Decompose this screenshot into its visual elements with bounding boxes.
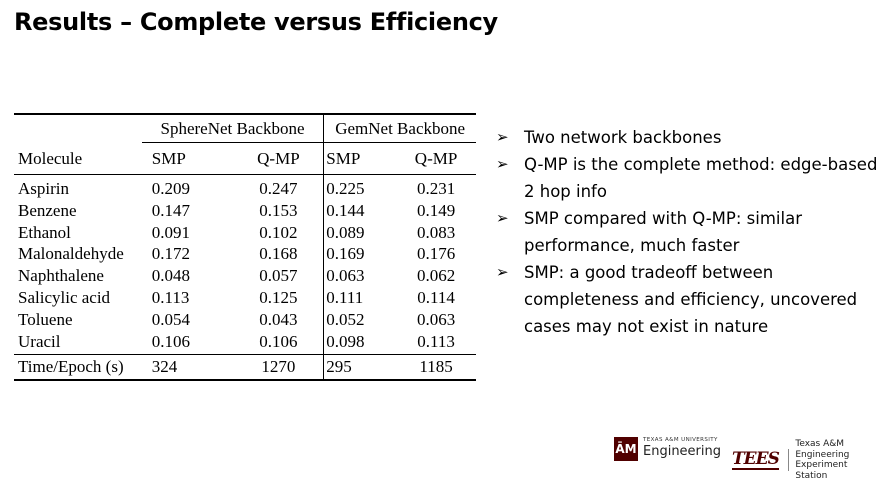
cell-value: 295 xyxy=(323,354,397,380)
time-per-epoch-row: Time/Epoch (s) 324 1270 295 1185 xyxy=(14,354,476,380)
tees-name-line2: Experiment Station xyxy=(795,460,848,481)
tees-logo: TEES Texas A&M Engineering Experiment St… xyxy=(732,439,850,481)
cell-value: 0.052 xyxy=(323,308,397,331)
tamu-engineering-logo: ĀM TEXAS A&M UNIVERSITY Engineering xyxy=(614,437,721,461)
cell-value: 0.098 xyxy=(323,330,397,355)
cell-value: 0.247 xyxy=(259,179,298,198)
bullet-text: SMP: a good tradeoff between completenes… xyxy=(524,263,858,336)
cell-value: 0.113 xyxy=(417,331,455,351)
molecule-name: Salicylic acid xyxy=(18,287,111,307)
molecule-name: Benzene xyxy=(18,200,77,220)
group-header-row: SphereNet Backbone GemNet Backbone xyxy=(14,115,476,143)
table-row: Toluene 0.054 0.043 0.052 0.063 xyxy=(14,308,476,331)
bullet-list: ➢ Two network backbones ➢ Q-MP is the co… xyxy=(496,124,880,340)
cell-value: 0.111 xyxy=(323,286,397,309)
molecule-name: Aspirin xyxy=(18,179,69,198)
cell-value: 0.062 xyxy=(416,266,456,286)
cell-value: 0.231 xyxy=(416,179,456,198)
cell-value: 0.176 xyxy=(416,244,456,264)
cell-value: 0.144 xyxy=(323,199,397,222)
cell-value: 0.172 xyxy=(151,244,191,264)
table-row: Benzene 0.147 0.153 0.144 0.149 xyxy=(14,199,476,222)
spherenet-smp-header: SMP xyxy=(141,142,234,175)
cell-value: 0.043 xyxy=(259,309,298,329)
arrow-bullet-icon: ➢ xyxy=(496,155,509,173)
table-row: Salicylic acid 0.113 0.125 0.111 0.114 xyxy=(14,286,476,309)
molecule-name: Uracil xyxy=(18,331,61,351)
tamu-university-label: TEXAS A&M UNIVERSITY xyxy=(643,437,718,443)
tamu-logo-icon: ĀM xyxy=(614,437,638,461)
cell-value: 0.125 xyxy=(259,287,298,307)
results-table: SphereNet Backbone GemNet Backbone Molec… xyxy=(14,113,476,382)
gemnet-group-header: GemNet Backbone xyxy=(323,115,476,143)
column-header-row: Molecule SMP Q-MP SMP Q-MP xyxy=(14,142,476,175)
bullet-text: Two network backbones xyxy=(524,128,722,147)
arrow-bullet-icon: ➢ xyxy=(496,263,509,281)
table-row: Uracil 0.106 0.106 0.098 0.113 xyxy=(14,330,476,355)
gemnet-qmp-header: Q-MP xyxy=(396,142,476,175)
tees-name-line1: Texas A&M Engineering xyxy=(795,439,850,460)
tamu-engineering-label: Engineering xyxy=(643,444,721,459)
bullet-item: ➢ SMP: a good tradeoff between completen… xyxy=(496,259,880,340)
arrow-bullet-icon: ➢ xyxy=(496,209,509,227)
cell-value: 0.083 xyxy=(416,222,456,242)
bullet-item: ➢ Q-MP is the complete method: edge-base… xyxy=(496,151,880,205)
cell-value: 0.089 xyxy=(323,221,397,244)
cell-value: 1270 xyxy=(233,354,324,380)
cell-value: 0.091 xyxy=(151,222,191,242)
cell-value: 0.106 xyxy=(151,331,191,351)
cell-value: 0.057 xyxy=(259,266,298,286)
spherenet-qmp-header: Q-MP xyxy=(233,142,324,175)
molecule-name: Malonaldehyde xyxy=(18,244,124,264)
time-row-label: Time/Epoch (s) xyxy=(14,354,142,380)
molecule-column-header: Molecule xyxy=(14,142,142,175)
cell-value: 0.063 xyxy=(416,309,456,329)
molecule-name: Ethanol xyxy=(18,222,71,242)
cell-value: 0.048 xyxy=(151,266,191,286)
arrow-bullet-icon: ➢ xyxy=(496,128,509,146)
table-row: Ethanol 0.091 0.102 0.089 0.083 xyxy=(14,221,476,244)
cell-value: 1185 xyxy=(396,354,476,380)
molecule-name: Toluene xyxy=(18,309,73,329)
slide-title: Results – Complete versus Efficiency xyxy=(14,8,498,36)
cell-value: 0.147 xyxy=(151,200,191,220)
cell-value: 0.209 xyxy=(151,179,191,198)
cell-value: 324 xyxy=(141,354,234,380)
cell-value: 0.114 xyxy=(417,287,455,307)
cell-value: 0.225 xyxy=(323,174,397,200)
table-row: Aspirin 0.209 0.247 0.225 0.231 xyxy=(14,174,476,200)
cell-value: 0.063 xyxy=(323,265,397,287)
spherenet-group-header: SphereNet Backbone xyxy=(141,115,324,143)
cell-value: 0.168 xyxy=(259,244,298,264)
cell-value: 0.106 xyxy=(259,331,298,351)
bullet-item: ➢ SMP compared with Q-MP: similar perfor… xyxy=(496,205,880,259)
cell-value: 0.153 xyxy=(259,200,298,220)
bullet-text: SMP compared with Q-MP: similar performa… xyxy=(524,209,802,255)
cell-value: 0.149 xyxy=(416,200,456,220)
cell-value: 0.102 xyxy=(259,222,298,242)
cell-value: 0.054 xyxy=(151,309,191,329)
table-row: Malonaldehyde 0.172 0.168 0.169 0.176 xyxy=(14,243,476,266)
cell-value: 0.169 xyxy=(323,243,397,266)
table-row: Naphthalene 0.048 0.057 0.063 0.062 xyxy=(14,265,476,287)
bullet-item: ➢ Two network backbones xyxy=(496,124,880,151)
cell-value: 0.113 xyxy=(151,287,190,307)
bullet-text: Q-MP is the complete method: edge-based … xyxy=(524,155,878,201)
logo-divider xyxy=(787,449,789,471)
tees-logo-icon: TEES xyxy=(732,449,780,470)
molecule-name: Naphthalene xyxy=(18,266,104,286)
gemnet-smp-header: SMP xyxy=(323,142,397,175)
